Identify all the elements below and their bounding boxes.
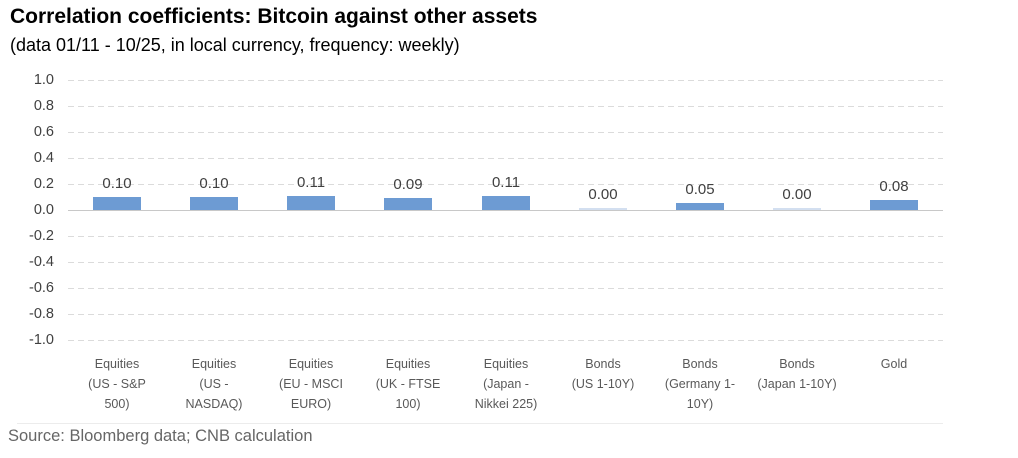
category-label-line: Equities bbox=[288, 357, 334, 371]
category-label-line: (US - bbox=[199, 377, 229, 391]
category-label-line: Equities bbox=[385, 357, 431, 371]
gridline bbox=[68, 262, 943, 263]
y-axis-tick-label: 0.2 bbox=[33, 176, 54, 192]
y-axis-tick-label: -0.4 bbox=[29, 254, 54, 270]
y-axis-tick-label: 0.6 bbox=[33, 124, 54, 140]
category-label-line: EURO) bbox=[290, 397, 332, 411]
category-label: Equities (Japan - Nikkei 225) bbox=[448, 354, 564, 414]
bar-value-label: 0.00 bbox=[782, 186, 812, 203]
bar-gold bbox=[870, 200, 918, 210]
category-label-line: (UK - FTSE bbox=[375, 377, 441, 391]
category-label: Bonds (Japan 1-10Y) bbox=[739, 354, 855, 394]
y-axis-tick-label: 0.0 bbox=[33, 202, 54, 218]
category-label-line: NASDAQ) bbox=[185, 397, 243, 411]
gridline bbox=[68, 80, 943, 81]
category-label-line: Equities bbox=[483, 357, 529, 371]
bar-value-label: 0.08 bbox=[879, 178, 909, 195]
bar-bonds-us-1-10y bbox=[579, 208, 627, 210]
category-label-line: 100) bbox=[395, 397, 421, 411]
plot-area: 1.0 0.8 0.6 0.4 0.2 0.0 -0.2 -0.4 -0.6 -0.8 -1.0 0.… bbox=[29, 72, 943, 411]
footer-divider bbox=[17, 423, 943, 424]
y-axis-tick-label: -1.0 bbox=[29, 332, 54, 348]
y-axis-tick-label: -0.8 bbox=[29, 306, 54, 322]
category-label: Equities (US - NASDAQ) bbox=[156, 354, 272, 414]
category-label-line: Bonds bbox=[779, 357, 815, 371]
category-label-line: Bonds bbox=[682, 357, 718, 371]
gridline bbox=[68, 132, 943, 133]
category-label-line: Gold bbox=[880, 357, 908, 371]
category-label-line: Equities bbox=[191, 357, 237, 371]
bar-equities-us-nasdaq bbox=[190, 197, 238, 210]
bar-value-label: 0.09 bbox=[393, 176, 423, 193]
bar-value-label: 0.00 bbox=[588, 186, 618, 203]
category-label-line: (Japan - bbox=[483, 377, 529, 391]
bar-equities-us-s-p-500 bbox=[93, 197, 141, 210]
category-label: Equities (EU - MSCI EURO) bbox=[253, 354, 369, 414]
chart-title: Correlation coefficients: Bitcoin agains… bbox=[10, 5, 538, 28]
category-label: Gold bbox=[836, 354, 952, 374]
bar-value-label: 0.05 bbox=[685, 181, 715, 198]
gridline bbox=[68, 184, 943, 185]
source-attribution: Source: Bloomberg data; CNB calculation bbox=[8, 427, 313, 445]
category-label-line: (Japan 1-10Y) bbox=[757, 377, 837, 391]
gridline bbox=[68, 288, 943, 289]
category-label-line: Bonds bbox=[585, 357, 621, 371]
bar-value-label: 0.10 bbox=[102, 175, 132, 192]
gridline bbox=[68, 340, 943, 341]
category-label: Bonds (US 1-10Y) bbox=[545, 354, 661, 394]
bar-equities-japan-nikkei-225 bbox=[482, 196, 530, 210]
y-axis-tick-label: -0.2 bbox=[29, 228, 54, 244]
category-label-line: (Germany 1- bbox=[664, 377, 736, 391]
category-label-line: (US 1-10Y) bbox=[571, 377, 635, 391]
category-label: Equities (UK - FTSE 100) bbox=[350, 354, 466, 414]
category-label: Equities (US - S&P 500) bbox=[59, 354, 175, 414]
category-label-line: 10Y) bbox=[686, 397, 714, 411]
y-axis-tick-label: 1.0 bbox=[33, 72, 54, 88]
category-label-line: Nikkei 225) bbox=[474, 397, 538, 411]
bar-bonds-germany-1-10y bbox=[676, 203, 724, 210]
category-label-line: (EU - MSCI bbox=[279, 377, 343, 391]
bar-value-label: 0.11 bbox=[296, 174, 326, 191]
bar-equities-eu-msci-euro bbox=[287, 196, 335, 210]
bar-bonds-japan-1-10y bbox=[773, 208, 821, 210]
gridline bbox=[68, 236, 943, 237]
chart-subtitle: (data 01/11 - 10/25, in local currency, … bbox=[10, 35, 460, 55]
category-label-line: 500) bbox=[104, 397, 130, 411]
zero-axis-line bbox=[68, 210, 943, 211]
category-label-line: (US - S&P bbox=[88, 377, 146, 391]
bar-value-label: 0.10 bbox=[199, 175, 229, 192]
gridline bbox=[68, 158, 943, 159]
gridline bbox=[68, 106, 943, 107]
bar-value-label: 0.11 bbox=[491, 174, 521, 191]
category-label: Bonds (Germany 1- 10Y) bbox=[642, 354, 758, 414]
y-axis-tick-label: 0.4 bbox=[33, 150, 54, 166]
category-label-line: Equities bbox=[94, 357, 140, 371]
y-axis-tick-label: -0.6 bbox=[29, 280, 54, 296]
gridline bbox=[68, 314, 943, 315]
bar-equities-uk-ftse-100 bbox=[384, 198, 432, 210]
y-axis-tick-label: 0.8 bbox=[33, 98, 54, 114]
